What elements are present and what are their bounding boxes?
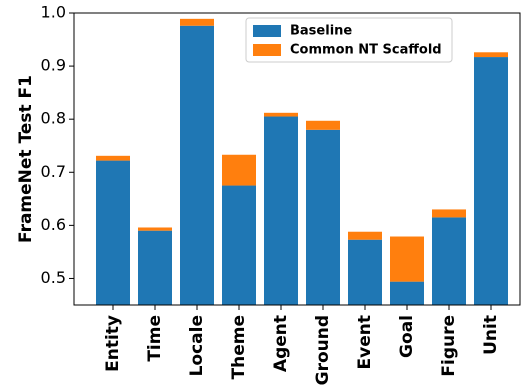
y-tick-label: 1.0 bbox=[41, 3, 66, 22]
bar-segment bbox=[474, 57, 508, 305]
plot-frame bbox=[73, 12, 521, 306]
x-tick-label: Event bbox=[355, 315, 375, 369]
y-axis-label: FrameNet Test F1 bbox=[16, 75, 36, 243]
x-tick-label: Figure bbox=[439, 315, 459, 377]
bar-segment bbox=[432, 217, 466, 305]
bar-segment bbox=[222, 154, 256, 186]
bar-segment bbox=[390, 281, 424, 305]
bar-segment bbox=[306, 129, 340, 305]
y-tick-label: 0.5 bbox=[41, 268, 66, 287]
legend-label: Common NT Scaffold bbox=[290, 43, 442, 58]
bar-segment bbox=[138, 227, 172, 231]
bar-segment bbox=[390, 236, 424, 282]
legend-swatch bbox=[253, 44, 281, 56]
y-tick-label: 0.6 bbox=[41, 215, 66, 234]
x-tick-label: Unit bbox=[481, 315, 501, 355]
x-tick-label: Time bbox=[145, 315, 165, 362]
x-tick-label: Goal bbox=[397, 315, 417, 358]
legend-box bbox=[245, 17, 453, 63]
y-tick-label: 0.9 bbox=[41, 56, 66, 75]
bar-segment bbox=[96, 155, 130, 161]
y-tick-label: 0.8 bbox=[41, 109, 66, 128]
bar-segment bbox=[306, 120, 340, 130]
bar-segment bbox=[138, 230, 172, 305]
y-tick-label: 0.7 bbox=[41, 162, 66, 181]
bar-segment bbox=[180, 18, 214, 26]
x-tick-label: Agent bbox=[271, 315, 291, 372]
bar-segment bbox=[180, 25, 214, 305]
legend-swatch bbox=[253, 25, 281, 37]
bar-segment bbox=[264, 116, 298, 305]
bar-segment bbox=[432, 209, 466, 218]
bar-segment bbox=[348, 239, 382, 305]
x-tick-label: Ground bbox=[313, 315, 333, 385]
bar-segment bbox=[264, 112, 298, 117]
legend-label: Baseline bbox=[290, 24, 352, 39]
bar-segment bbox=[348, 231, 382, 240]
x-tick-label: Locale bbox=[187, 315, 207, 376]
x-tick-label: Theme bbox=[229, 315, 249, 379]
bar-segment bbox=[222, 185, 256, 305]
bar-segment bbox=[474, 52, 508, 58]
bar-segment bbox=[96, 160, 130, 305]
x-tick-label: Entity bbox=[103, 315, 123, 372]
